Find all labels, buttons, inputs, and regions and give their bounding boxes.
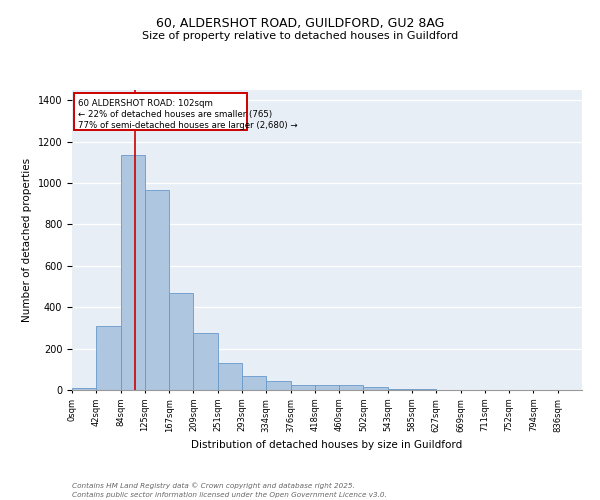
Y-axis label: Number of detached properties: Number of detached properties xyxy=(22,158,32,322)
Bar xyxy=(290,386,315,390)
X-axis label: Distribution of detached houses by size in Guildford: Distribution of detached houses by size … xyxy=(191,440,463,450)
Bar xyxy=(266,380,290,390)
Bar xyxy=(242,376,266,390)
Text: ← 22% of detached houses are smaller (765): ← 22% of detached houses are smaller (76… xyxy=(77,110,272,119)
Text: Contains HM Land Registry data © Crown copyright and database right 2025.
Contai: Contains HM Land Registry data © Crown c… xyxy=(72,482,387,498)
Text: 60, ALDERSHOT ROAD, GUILDFORD, GU2 8AG: 60, ALDERSHOT ROAD, GUILDFORD, GU2 8AG xyxy=(156,18,444,30)
Bar xyxy=(74,93,247,130)
Text: Size of property relative to detached houses in Guildford: Size of property relative to detached ho… xyxy=(142,31,458,41)
Text: 77% of semi-detached houses are larger (2,680) →: 77% of semi-detached houses are larger (… xyxy=(77,121,297,130)
Bar xyxy=(72,388,96,390)
Bar xyxy=(96,326,121,390)
Bar xyxy=(364,387,388,390)
Bar xyxy=(121,155,145,390)
Bar xyxy=(193,333,218,390)
Bar xyxy=(339,386,364,390)
Bar xyxy=(315,385,339,390)
Text: 60 ALDERSHOT ROAD: 102sqm: 60 ALDERSHOT ROAD: 102sqm xyxy=(77,99,212,108)
Bar xyxy=(388,389,412,390)
Bar xyxy=(169,293,193,390)
Bar xyxy=(145,190,169,390)
Bar xyxy=(218,363,242,390)
